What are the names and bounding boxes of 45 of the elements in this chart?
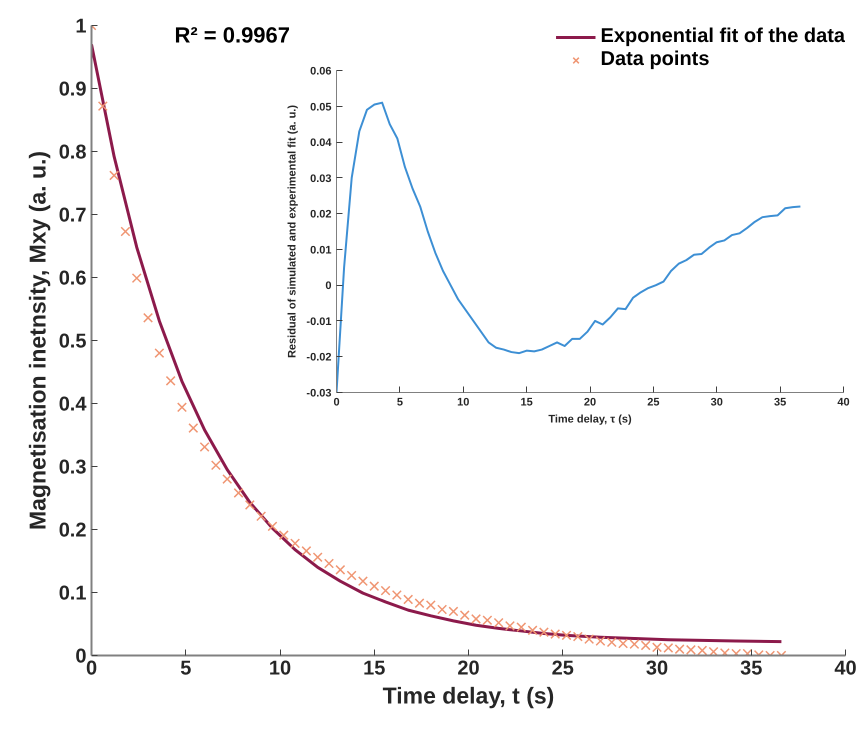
legend-label: Data points	[600, 48, 710, 71]
y-tick-label: 0.06	[310, 66, 332, 78]
y-tick-label: 0.8	[58, 142, 87, 164]
y-tick-label: 0.7	[58, 204, 87, 226]
x-tick-label: 5	[396, 396, 403, 408]
y-tick-label: 0.01	[310, 244, 332, 256]
x-tick-label: 30	[646, 658, 668, 680]
x-tick-label: 15	[363, 658, 386, 680]
x-tick-label: 25	[552, 658, 574, 680]
x-tick-label: 5	[180, 658, 192, 680]
x-tick-label: 25	[647, 396, 660, 408]
x-tick-label: 40	[837, 396, 850, 408]
y-tick-label: -0.01	[306, 316, 332, 328]
x-tick-label: 40	[834, 658, 857, 680]
annotation: R² = 0.9967	[174, 22, 290, 48]
x-tick-label: 0	[333, 396, 340, 408]
y-tick-label: 0.3	[58, 456, 87, 478]
line-series	[336, 102, 802, 392]
y-tick-label: 0.1	[58, 582, 87, 604]
y-tick-label: 0	[325, 280, 332, 292]
x-tick-label: 35	[774, 396, 786, 408]
y-tick-label: 0.5	[58, 330, 87, 352]
x-tick-label: 10	[268, 658, 292, 680]
y-tick-label: 0.4	[58, 394, 88, 416]
x-axis-title: Time delay, t (s)	[382, 682, 554, 708]
x-tick-label: 10	[457, 396, 470, 408]
y-tick-label: 0.6	[58, 268, 87, 290]
x-axis-title: Time delay, τ (s)	[548, 414, 632, 426]
x-tick-label: 20	[457, 658, 480, 680]
x-tick-label: 30	[710, 396, 723, 408]
y-tick-label: 0.03	[310, 172, 332, 185]
y-tick-label: 0.9	[58, 78, 87, 100]
y-tick-label: 0.05	[310, 101, 332, 114]
y-axis-title: Residual of simulated and experimental fit (a. u.)	[286, 104, 298, 358]
x-tick-label: 20	[584, 396, 596, 408]
y-tick-label: -0.02	[306, 352, 332, 364]
legend-label: Exponential fit of the data	[600, 25, 845, 48]
y-tick-label: -0.03	[306, 388, 332, 400]
y-tick-label: 0.2	[58, 520, 87, 542]
y-axis-title: Magnetisation inetnsity, Mxy (a. u.)	[24, 150, 51, 530]
y-tick-label: 0.04	[310, 137, 332, 150]
y-tick-label: 0.02	[310, 208, 332, 221]
y-tick-label: 1	[75, 16, 86, 38]
x-tick-label: 35	[740, 658, 762, 680]
x-tick-label: 15	[520, 396, 533, 408]
